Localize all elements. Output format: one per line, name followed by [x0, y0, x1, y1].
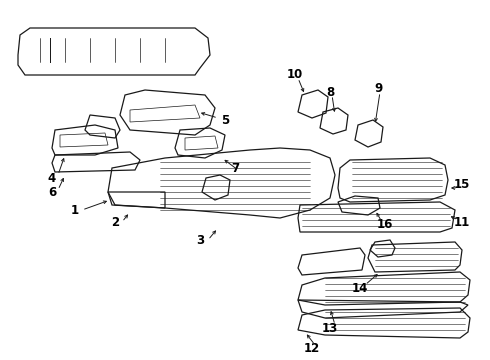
Text: 13: 13	[322, 321, 338, 334]
Text: 2: 2	[111, 216, 119, 229]
Text: 14: 14	[352, 282, 368, 294]
Text: 1: 1	[71, 203, 79, 216]
Text: 7: 7	[231, 162, 239, 175]
Text: 6: 6	[48, 185, 56, 198]
Text: 3: 3	[196, 234, 204, 247]
Text: 8: 8	[326, 85, 334, 99]
Text: 12: 12	[304, 342, 320, 355]
Text: 5: 5	[221, 113, 229, 126]
Text: 11: 11	[454, 216, 470, 229]
Text: 15: 15	[454, 179, 470, 192]
Text: 9: 9	[374, 81, 382, 94]
Text: 16: 16	[377, 219, 393, 231]
Text: 4: 4	[48, 171, 56, 184]
Text: 10: 10	[287, 68, 303, 81]
